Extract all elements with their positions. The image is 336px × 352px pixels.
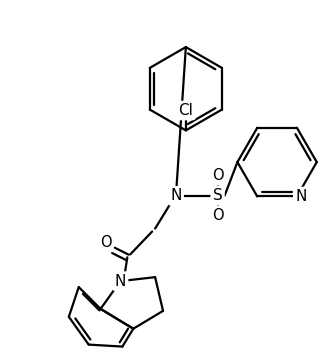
Text: N: N (115, 274, 126, 289)
Text: O: O (212, 169, 223, 183)
Text: N: N (295, 189, 306, 204)
Text: O: O (100, 235, 111, 250)
Text: S: S (213, 188, 222, 203)
Text: O: O (212, 208, 223, 223)
Text: Cl: Cl (178, 103, 193, 118)
Text: N: N (170, 188, 182, 203)
